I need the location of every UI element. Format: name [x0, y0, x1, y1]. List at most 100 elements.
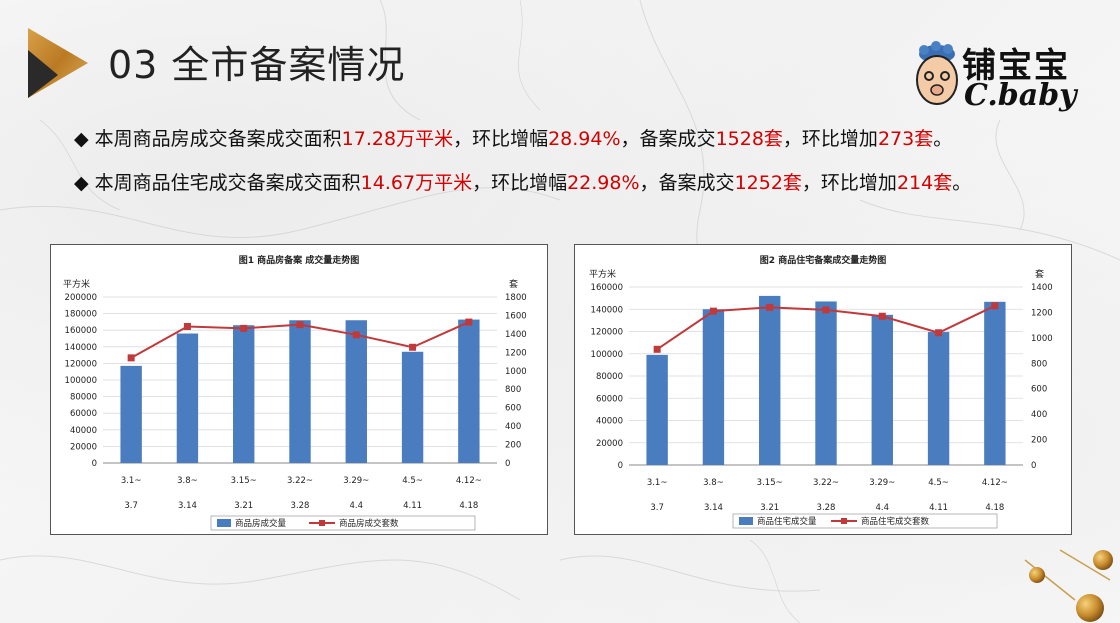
- line-point: [653, 345, 661, 353]
- chart-title: 图1 商品房备案 成交量走势图: [239, 254, 360, 266]
- y-left-tick-label: 160000: [65, 326, 97, 336]
- y-axis-left-label: 平方米: [589, 268, 616, 280]
- y-left-tick-label: 40000: [596, 417, 623, 427]
- legend-line-marker: [319, 520, 325, 526]
- x-tick-label: 4.5~: [402, 476, 423, 486]
- diamond-bullet-icon: ◆: [74, 172, 95, 194]
- x-tick-label: 4.5~: [928, 478, 949, 488]
- y-left-tick-label: 0: [618, 461, 623, 471]
- y-right-tick-label: 1400: [505, 330, 527, 340]
- bar: [927, 332, 950, 465]
- bar: [984, 301, 1006, 465]
- bar: [646, 354, 668, 465]
- x-tick-label: 3.22~: [287, 476, 313, 486]
- y-right-tick-label: 0: [505, 459, 510, 469]
- y-right-tick-label: 1400: [1031, 283, 1053, 293]
- x-tick-label: 4.4: [350, 501, 364, 511]
- legend-line-marker: [841, 518, 847, 524]
- line-point: [991, 302, 999, 310]
- highlight-value: 273套: [877, 128, 934, 150]
- bullet-text: ，备案成交: [620, 128, 716, 150]
- x-tick-label: 3.29~: [343, 476, 369, 486]
- legend-bar-label: 商品住宅成交量: [757, 516, 817, 527]
- chart-title: 图2 商品住宅备案成交量走势图: [760, 254, 886, 266]
- bullet-text: ，环比增幅: [472, 172, 568, 194]
- bar: [815, 301, 837, 465]
- y-right-tick-label: 600: [1031, 385, 1047, 395]
- bullet-text: ，环比增加: [782, 128, 878, 150]
- x-tick-label: 4.4: [876, 503, 890, 513]
- line-point: [465, 318, 473, 326]
- y-left-tick-label: 140000: [591, 305, 623, 315]
- line-point: [183, 323, 191, 331]
- y-right-tick-label: 1600: [505, 311, 527, 321]
- x-tick-label: 4.18: [459, 501, 478, 511]
- line-point: [709, 307, 717, 315]
- bar: [759, 295, 781, 465]
- y-right-tick-label: 400: [1031, 410, 1047, 420]
- highlight-value: 22.98%: [567, 172, 640, 194]
- y-right-tick-label: 200: [1031, 436, 1047, 446]
- highlight-value: 1528套: [715, 128, 783, 150]
- bar: [871, 314, 893, 465]
- x-tick-label: 3.7: [124, 501, 138, 511]
- line-point: [935, 329, 943, 337]
- x-tick-label: 4.11: [403, 501, 422, 511]
- line-point: [878, 312, 886, 320]
- bullet-text: 。: [933, 128, 953, 150]
- gold-spheres-decoration-icon: [1024, 549, 1113, 622]
- y-left-tick-label: 0: [92, 459, 97, 469]
- bullet-text: ，环比增加: [801, 172, 897, 194]
- y-left-tick-label: 100000: [591, 350, 623, 360]
- bullet-text: ，备案成交: [639, 172, 735, 194]
- summary-bullet-1: ◆ 本周商品房成交备案成交面积17.28万平米，环比增幅28.94%，备案成交1…: [74, 124, 952, 151]
- x-tick-label: 4.11: [929, 503, 948, 513]
- y-right-tick-label: 400: [505, 422, 521, 432]
- y-right-tick-label: 1200: [505, 348, 527, 358]
- legend-bar-swatch: [739, 517, 753, 525]
- chart-commercial-housing: 图1 商品房备案 成交量走势图 平方米 套 0 20000 40000 60000 80000…: [50, 244, 548, 535]
- chart-residential-housing: 图2 商品住宅备案成交量走势图 平方米 套 0 20000 40000 60000 80000…: [574, 244, 1072, 535]
- y-axis-right-label: 套: [1035, 268, 1044, 280]
- y-left-tick-label: 160000: [591, 283, 623, 293]
- line-point: [409, 343, 417, 351]
- bar: [120, 365, 142, 463]
- y-right-tick-label: 1200: [1031, 308, 1053, 318]
- x-tick-label: 3.21: [760, 503, 779, 513]
- legend-box: [210, 515, 476, 531]
- line-point: [296, 321, 304, 329]
- line-point: [127, 354, 135, 362]
- legend-bar-swatch: [217, 519, 231, 527]
- y-right-tick-label: 0: [1031, 461, 1036, 471]
- x-tick-label: 3.15~: [231, 476, 257, 486]
- x-tick-label: 3.14: [178, 501, 197, 511]
- y-right-tick-label: 800: [1031, 359, 1047, 369]
- x-tick-label: 4.12~: [456, 476, 482, 486]
- legend-bar-label: 商品房成交量: [235, 518, 287, 529]
- bar: [702, 309, 725, 465]
- y-left-tick-label: 180000: [65, 310, 97, 320]
- y-axis-right-label: 套: [509, 278, 518, 290]
- page-title: 03 全市备案情况: [108, 43, 406, 87]
- y-left-tick-label: 40000: [70, 426, 97, 436]
- y-left-tick-label: 100000: [65, 376, 97, 386]
- x-tick-label: 3.29~: [869, 478, 895, 488]
- y-axis-left-label: 平方米: [63, 278, 90, 290]
- diamond-bullet-icon: ◆: [74, 128, 95, 150]
- x-tick-label: 3.14: [704, 503, 723, 513]
- y-left-tick-label: 140000: [65, 343, 97, 353]
- logo-text-en: C.baby: [964, 78, 1077, 113]
- highlight-value: 214套: [896, 172, 953, 194]
- x-tick-label: 3.15~: [757, 478, 783, 488]
- x-tick-label: 4.18: [985, 503, 1004, 513]
- bullet-text: ，环比增幅: [453, 128, 549, 150]
- x-tick-label: 3.28: [817, 503, 836, 513]
- x-tick-label: 3.22~: [813, 478, 839, 488]
- bar: [289, 320, 311, 463]
- bar: [176, 333, 199, 463]
- bar: [345, 320, 367, 463]
- y-right-tick-label: 1000: [505, 367, 527, 377]
- legend-line-label: 商品房成交套数: [339, 518, 399, 529]
